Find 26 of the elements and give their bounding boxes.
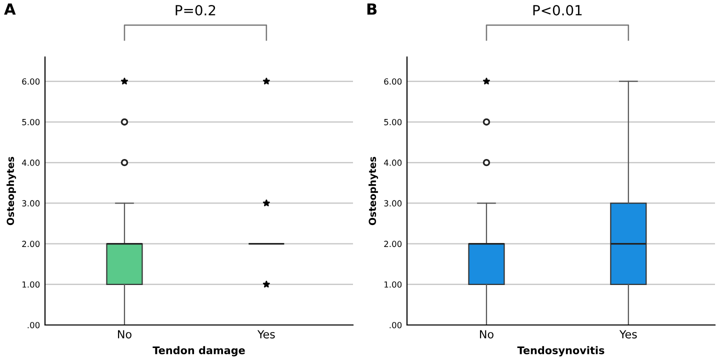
chart-title: A [4, 3, 16, 15]
chart-title: B [367, 3, 377, 15]
y-tick-label: .00 [28, 322, 40, 328]
y-tick-label: 2.00 [384, 240, 402, 248]
text: P<0.01 [533, 4, 582, 16]
y-axis-title: Osteophytes [368, 156, 378, 226]
y-tick-label: 4.00 [22, 160, 40, 166]
y-tick-label: 6.00 [22, 78, 40, 85]
y-axis-title: Osteophytes [6, 156, 16, 226]
y-tick-label: 3.00 [384, 200, 402, 206]
y-tick-label: 3.00 [22, 200, 40, 206]
x-tick-label: Yes [257, 330, 275, 338]
y-tick-label: 1.00 [384, 281, 402, 288]
x-axis-title: Tendosynovitis [517, 346, 604, 356]
y-tick-label: 5.00 [384, 118, 402, 126]
x-tick-label: Yes [619, 330, 637, 338]
y-tick-label: .00 [390, 322, 402, 328]
x-tick-label: No [118, 330, 132, 338]
text: P=0.2 [176, 4, 216, 16]
x-axis-title: Tendon damage [152, 346, 245, 356]
x-tick-label: No [480, 330, 494, 338]
y-tick-label: 2.00 [22, 240, 40, 248]
y-tick-label: 6.00 [384, 78, 402, 85]
y-tick-label: 5.00 [22, 118, 40, 126]
y-tick-label: 1.00 [22, 281, 40, 288]
y-tick-label: 4.00 [384, 160, 402, 166]
